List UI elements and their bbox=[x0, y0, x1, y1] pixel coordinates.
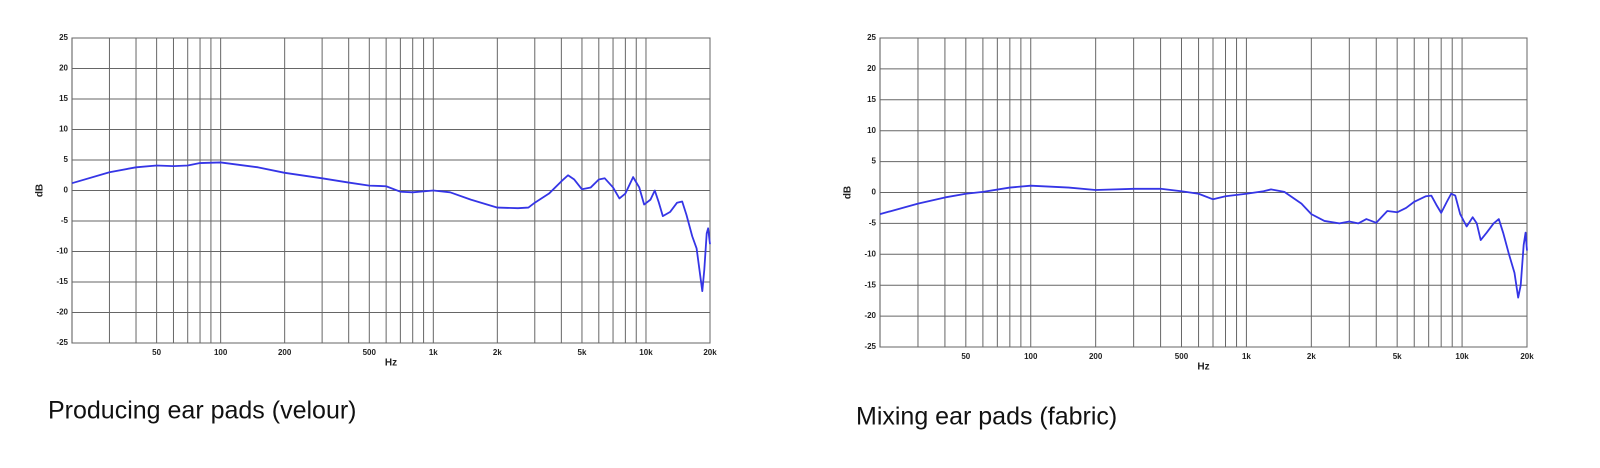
x-tick-label: 2k bbox=[1307, 352, 1316, 361]
y-tick-label: 20 bbox=[867, 64, 876, 73]
x-tick-label: 20k bbox=[703, 348, 717, 357]
y-tick-label: 15 bbox=[867, 95, 876, 104]
y-tick-label: -15 bbox=[56, 277, 68, 286]
y-tick-label: -10 bbox=[56, 247, 68, 256]
x-tick-label: 500 bbox=[1175, 352, 1189, 361]
x-tick-label: 200 bbox=[278, 348, 292, 357]
y-tick-label: 20 bbox=[59, 64, 68, 73]
x-axis-label: Hz bbox=[385, 358, 397, 369]
x-tick-label: 100 bbox=[1024, 352, 1038, 361]
y-tick-label: 10 bbox=[867, 126, 876, 135]
chart-caption: Producing ear pads (velour) bbox=[48, 397, 357, 425]
x-tick-label: 10k bbox=[1455, 352, 1469, 361]
x-tick-label: 500 bbox=[363, 348, 377, 357]
x-tick-label: 200 bbox=[1089, 352, 1103, 361]
x-tick-label: 1k bbox=[429, 348, 438, 357]
x-tick-label: 100 bbox=[214, 348, 228, 357]
y-tick-label: 25 bbox=[59, 33, 68, 42]
x-tick-label: 50 bbox=[152, 348, 161, 357]
y-tick-label: 0 bbox=[64, 186, 69, 195]
x-tick-label: 50 bbox=[961, 352, 970, 361]
y-tick-label: -15 bbox=[864, 280, 876, 289]
y-tick-label: 15 bbox=[59, 94, 68, 103]
y-axis-label: dB bbox=[843, 186, 854, 199]
x-tick-label: 20k bbox=[1520, 352, 1534, 361]
y-tick-label: -20 bbox=[864, 311, 876, 320]
response-curve bbox=[879, 184, 1528, 299]
y-tick-label: 10 bbox=[59, 125, 68, 134]
x-tick-label: 1k bbox=[1242, 352, 1251, 361]
y-tick-label: -25 bbox=[864, 342, 876, 351]
y-tick-label: 5 bbox=[872, 157, 877, 166]
x-tick-label: 10k bbox=[639, 348, 653, 357]
y-axis-label: dB bbox=[35, 184, 46, 197]
y-tick-label: 25 bbox=[867, 33, 876, 42]
y-tick-label: -5 bbox=[61, 216, 69, 225]
y-tick-label: 5 bbox=[64, 155, 69, 164]
x-tick-label: 5k bbox=[578, 348, 587, 357]
y-tick-label: -20 bbox=[56, 308, 68, 317]
y-tick-label: 0 bbox=[872, 188, 877, 197]
y-tick-label: -25 bbox=[56, 338, 68, 347]
x-tick-label: 5k bbox=[1393, 352, 1402, 361]
x-axis-label: Hz bbox=[1197, 362, 1209, 373]
response-curve bbox=[71, 161, 711, 293]
y-tick-label: -10 bbox=[864, 249, 876, 258]
y-tick-label: -5 bbox=[869, 219, 877, 228]
x-tick-label: 2k bbox=[493, 348, 502, 357]
chart-caption: Mixing ear pads (fabric) bbox=[856, 403, 1117, 431]
